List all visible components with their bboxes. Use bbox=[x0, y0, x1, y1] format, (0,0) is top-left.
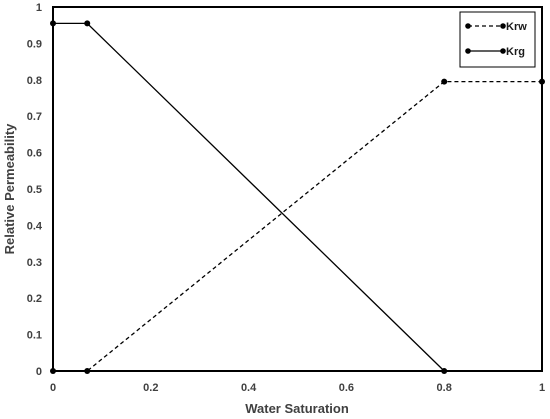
krw-series-line bbox=[53, 80, 542, 372]
x-tick-label: 0.6 bbox=[339, 382, 354, 394]
x-tick-label: 1 bbox=[539, 382, 545, 394]
legend: Krw Krg bbox=[459, 11, 536, 68]
krg-data-point bbox=[441, 368, 448, 374]
legend-krg-marker bbox=[465, 48, 471, 54]
legend-krw-marker bbox=[500, 23, 506, 29]
x-tick-label: 0 bbox=[50, 382, 56, 394]
x-axis-title: Water Saturation bbox=[245, 401, 349, 416]
y-axis-ticks: 0 0.1 0.2 0.3 0.4 0.5 0.6 0.7 0.8 0.9 1 bbox=[27, 2, 43, 378]
krw-data-point bbox=[84, 368, 91, 374]
y-tick-label: 0.8 bbox=[27, 75, 42, 87]
y-tick-label: 1 bbox=[36, 2, 42, 14]
y-tick-label: 0 bbox=[36, 366, 42, 378]
x-tick-label: 0.2 bbox=[143, 382, 158, 394]
legend-krg-marker bbox=[500, 48, 506, 54]
x-tick-label: 0.4 bbox=[241, 382, 257, 394]
krw-data-point bbox=[539, 78, 545, 85]
y-tick-label: 0.6 bbox=[27, 148, 42, 160]
legend-krw-label: Krw bbox=[506, 21, 527, 33]
y-tick-label: 0.5 bbox=[27, 184, 42, 196]
legend-krw-marker bbox=[465, 23, 471, 29]
y-tick-label: 0.1 bbox=[27, 330, 42, 342]
legend-box bbox=[459, 11, 536, 68]
x-axis-ticks: 0 0.2 0.4 0.6 0.8 1 bbox=[50, 382, 545, 394]
legend-krg-label: Krg bbox=[506, 46, 525, 58]
y-tick-label: 0.3 bbox=[27, 257, 42, 269]
y-tick-label: 0.4 bbox=[27, 220, 43, 232]
y-tick-label: 0.9 bbox=[27, 38, 42, 50]
plot-area-frame bbox=[52, 6, 543, 372]
legend-items: Krw Krg bbox=[465, 21, 527, 58]
krg-data-point bbox=[50, 20, 56, 27]
krw-data-point bbox=[50, 368, 56, 374]
y-tick-label: 0.2 bbox=[27, 293, 42, 305]
krg-data-point bbox=[84, 20, 91, 27]
y-tick-label: 0.7 bbox=[27, 111, 42, 123]
y-axis-title: Relative Permeability bbox=[2, 123, 17, 255]
krw-data-point bbox=[441, 78, 448, 85]
x-tick-label: 0.8 bbox=[437, 382, 452, 394]
krg-series-line bbox=[53, 22, 445, 372]
series-layer bbox=[50, 20, 545, 374]
